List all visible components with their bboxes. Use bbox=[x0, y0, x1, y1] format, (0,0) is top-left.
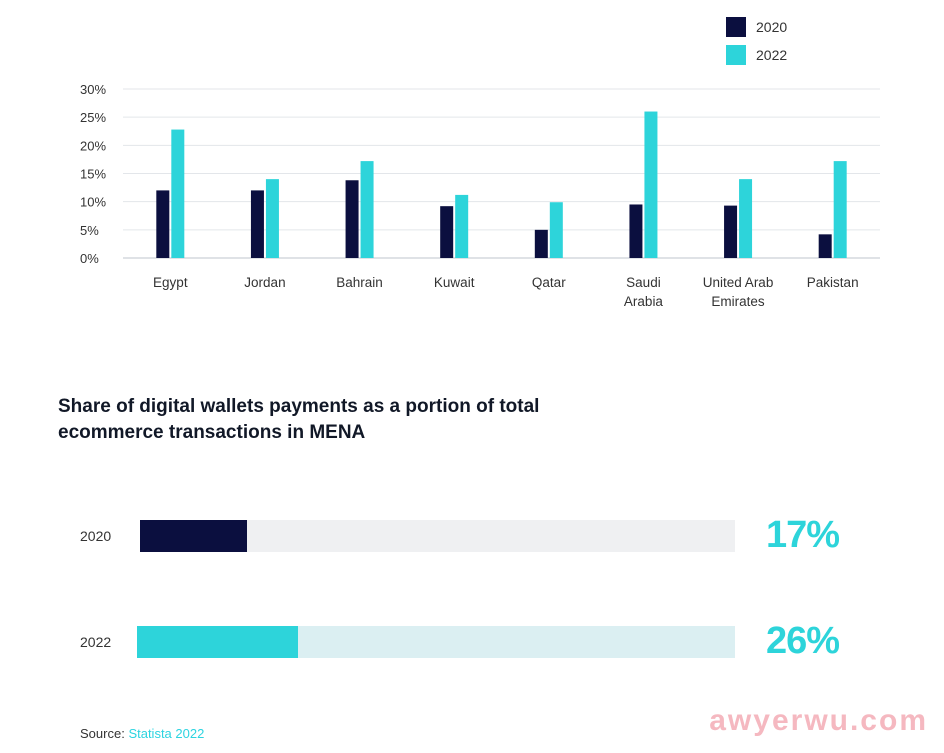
y-tick-label: 10% bbox=[80, 195, 106, 210]
legend-item-2020: 2020 bbox=[726, 17, 787, 37]
bar-2020 bbox=[250, 190, 264, 258]
bar-2020 bbox=[440, 206, 454, 258]
hbar-row-2022: 2022 26% bbox=[0, 620, 944, 662]
hbar-track bbox=[137, 626, 735, 658]
x-tick-label: Arabia bbox=[624, 294, 664, 309]
hbar-fill bbox=[137, 626, 299, 658]
bar-2020 bbox=[156, 190, 170, 258]
bar-2022 bbox=[644, 111, 658, 259]
x-tick-label: Kuwait bbox=[434, 275, 475, 290]
hbar-value-label: 17% bbox=[766, 514, 840, 556]
bar-2022 bbox=[455, 194, 469, 258]
legend-swatch-2022 bbox=[726, 45, 746, 65]
bar-2020 bbox=[534, 229, 548, 258]
y-tick-label: 20% bbox=[80, 138, 106, 153]
bar-2022 bbox=[833, 161, 847, 258]
y-tick-label: 25% bbox=[80, 110, 106, 125]
legend-label-2022: 2022 bbox=[756, 47, 788, 63]
y-tick-label: 15% bbox=[80, 167, 106, 182]
y-tick-label: 0% bbox=[80, 251, 99, 266]
bar-2022 bbox=[171, 129, 185, 258]
watermark: awyerwu.com bbox=[709, 704, 928, 737]
legend-swatch-2020 bbox=[726, 17, 746, 37]
source-note: Source: Statista 2022 bbox=[80, 726, 204, 741]
hbar-year-label: 2022 bbox=[80, 634, 112, 650]
bar-2020 bbox=[724, 205, 738, 258]
bar-2022 bbox=[265, 179, 279, 258]
bar-2022 bbox=[549, 202, 563, 258]
grouped-bar-chart: 0% 5% 10% 15% 20% 25% 30% Egypt Jordan Bahrain Kuw… bbox=[80, 82, 880, 309]
y-tick-label: 5% bbox=[80, 223, 99, 238]
hbar-year-label: 2020 bbox=[80, 528, 112, 544]
y-tick-label: 30% bbox=[80, 82, 106, 97]
x-tick-label: Egypt bbox=[153, 275, 188, 290]
hbar-value-label: 26% bbox=[766, 620, 840, 662]
x-tick-label: Bahrain bbox=[336, 275, 383, 290]
bar-2022 bbox=[739, 179, 753, 258]
x-tick-label: Pakistan bbox=[807, 275, 859, 290]
x-tick-label: Qatar bbox=[532, 275, 566, 290]
legend-label-2020: 2020 bbox=[756, 19, 788, 35]
section-title: Share of digital wallets payments as a p… bbox=[58, 396, 540, 443]
x-tick-label: Emirates bbox=[711, 294, 765, 309]
legend-item-2022: 2022 bbox=[726, 45, 787, 65]
source-link[interactable]: Statista 2022 bbox=[128, 726, 205, 741]
bar-2020 bbox=[345, 180, 359, 258]
x-tick-label: Saudi bbox=[626, 275, 661, 290]
hbar-row-2020: 2020 17% bbox=[0, 514, 944, 556]
bar-2022 bbox=[360, 161, 374, 258]
source-prefix: Source: bbox=[80, 726, 125, 741]
bar-2020 bbox=[629, 204, 643, 258]
bar-2020 bbox=[818, 234, 832, 258]
x-tick-label: Jordan bbox=[244, 275, 285, 290]
hbar-fill bbox=[140, 520, 248, 552]
x-tick-label: United Arab bbox=[703, 275, 774, 290]
hbar-track bbox=[140, 520, 735, 552]
